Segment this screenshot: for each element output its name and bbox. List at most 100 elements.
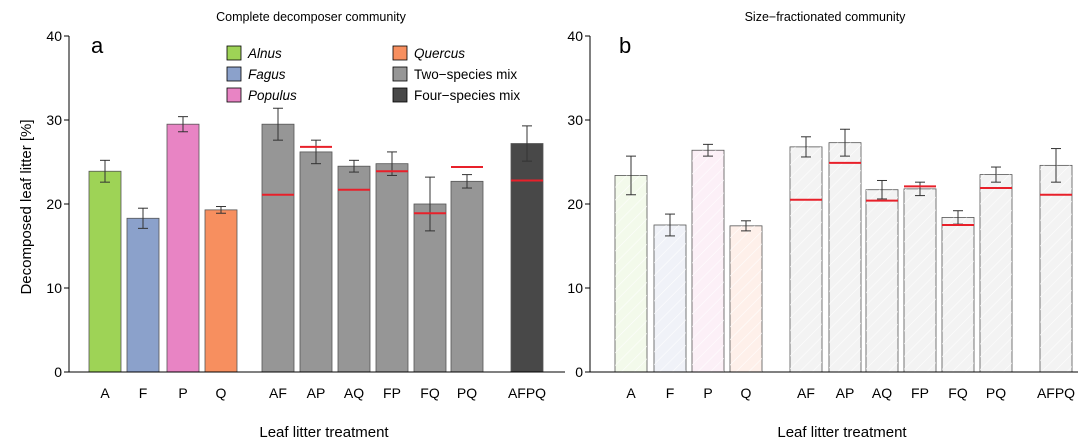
panel-b-error-bars bbox=[626, 128, 1061, 237]
category-label-a: A bbox=[626, 385, 636, 401]
legend-swatch-populus bbox=[226, 87, 242, 103]
error-bar-afpq bbox=[522, 125, 532, 162]
panel-a-letter: a bbox=[91, 33, 104, 58]
error-bar-pq bbox=[462, 174, 472, 189]
panel-b-expected-lines bbox=[790, 161, 1072, 226]
bar-hatch-f bbox=[654, 225, 686, 372]
category-label-aq: AQ bbox=[344, 385, 364, 401]
category-label-p: P bbox=[703, 385, 712, 401]
panel-a-axes bbox=[68, 36, 565, 373]
y-tick-label: 30 bbox=[567, 112, 583, 128]
category-label-aq: AQ bbox=[872, 385, 892, 401]
bar-hatch-p bbox=[692, 150, 724, 372]
panel-a-title: Complete decomposer community bbox=[216, 10, 406, 24]
error-bar-q bbox=[741, 220, 751, 232]
error-bar-fq bbox=[425, 176, 435, 232]
bar-hatch-fq bbox=[942, 217, 974, 372]
legend-swatch-fagus bbox=[226, 66, 242, 82]
legend: Alnus Fagus Populus Quercus Two−species … bbox=[226, 45, 520, 103]
legend-swatch-alnus bbox=[226, 45, 242, 61]
legend-entry-two-species: Two−species mix bbox=[392, 66, 517, 82]
category-label-q: Q bbox=[216, 385, 227, 401]
category-label-f: F bbox=[139, 385, 148, 401]
y-tick-label: 20 bbox=[46, 196, 62, 212]
bar-hatch-a bbox=[615, 175, 647, 372]
legend-label-four-species: Four−species mix bbox=[414, 88, 520, 103]
bar-fq bbox=[413, 203, 447, 373]
panel-b-letter: b bbox=[619, 33, 631, 58]
bar-hatch-pq bbox=[980, 174, 1012, 372]
error-bar-q bbox=[216, 206, 226, 214]
legend-entry-alnus: Alnus bbox=[226, 45, 282, 61]
category-label-ap: AP bbox=[307, 385, 326, 401]
bar-hatch-aq bbox=[866, 189, 898, 372]
bar-q bbox=[204, 209, 238, 373]
panel-b-category-labels: A F P Q AF AP AQ FP FQ PQ AFPQ bbox=[626, 385, 1075, 401]
panel-a: Complete decomposer community a Decompos… bbox=[18, 10, 565, 441]
y-tick-label: 40 bbox=[567, 28, 583, 44]
bar-p bbox=[166, 123, 200, 373]
y-tick-label: 30 bbox=[46, 112, 62, 128]
y-tick-label: 40 bbox=[46, 28, 62, 44]
y-tick-label: 0 bbox=[54, 364, 62, 380]
category-label-ap: AP bbox=[836, 385, 855, 401]
legend-label-fagus: Fagus bbox=[248, 67, 286, 82]
y-tick-label: 10 bbox=[567, 280, 583, 296]
panel-b-y-ticks: 0 10 20 30 40 bbox=[567, 28, 590, 380]
error-bar-f bbox=[665, 213, 675, 237]
y-tick-label: 0 bbox=[575, 364, 583, 380]
legend-entry-quercus: Quercus bbox=[392, 45, 465, 61]
error-bar-fp bbox=[915, 181, 925, 197]
legend-entry-populus: Populus bbox=[226, 87, 297, 103]
bar-aq bbox=[337, 165, 371, 373]
category-label-a: A bbox=[100, 385, 110, 401]
legend-swatch-two-species bbox=[392, 66, 408, 82]
error-bar-af bbox=[273, 107, 283, 141]
error-bar-p bbox=[178, 116, 188, 133]
category-label-afpq: AFPQ bbox=[1037, 385, 1075, 401]
panel-a-x-axis-label: Leaf litter treatment bbox=[259, 424, 389, 441]
bar-hatch-q bbox=[730, 225, 762, 372]
category-label-fp: FP bbox=[383, 385, 401, 401]
legend-entry-four-species: Four−species mix bbox=[392, 87, 520, 103]
panel-b-axes bbox=[589, 36, 1078, 373]
category-label-fp: FP bbox=[911, 385, 929, 401]
category-label-afpq: AFPQ bbox=[508, 385, 546, 401]
bar-hatch-afpq bbox=[1040, 165, 1072, 372]
y-tick-label: 10 bbox=[46, 280, 62, 296]
category-label-f: F bbox=[666, 385, 675, 401]
error-bar-af bbox=[801, 136, 811, 158]
error-bar-aq bbox=[877, 179, 887, 200]
bar-f bbox=[126, 217, 160, 373]
error-bar-f bbox=[138, 207, 148, 229]
y-tick-label: 20 bbox=[567, 196, 583, 212]
legend-label-alnus: Alnus bbox=[247, 46, 282, 61]
category-label-af: AF bbox=[797, 385, 815, 401]
bar-fp bbox=[375, 163, 409, 373]
category-label-pq: PQ bbox=[457, 385, 477, 401]
bar-pq bbox=[450, 180, 484, 373]
panel-a-bars bbox=[88, 123, 544, 373]
panel-a-category-labels: A F P Q AF AP AQ FP FQ PQ AFPQ bbox=[100, 385, 546, 401]
bar-afpq bbox=[510, 143, 544, 373]
panel-b: Size−fractionated community b Leaf litte… bbox=[567, 10, 1078, 441]
error-bar-afpq bbox=[1051, 148, 1061, 183]
category-label-af: AF bbox=[269, 385, 287, 401]
bar-ap bbox=[299, 151, 333, 373]
legend-label-populus: Populus bbox=[248, 88, 297, 103]
panel-b-bars bbox=[614, 142, 1073, 373]
panel-b-title: Size−fractionated community bbox=[745, 10, 907, 24]
category-label-fq: FQ bbox=[948, 385, 968, 401]
legend-swatch-four-species bbox=[392, 87, 408, 103]
error-bar-ap bbox=[311, 139, 321, 165]
panel-a-expected-lines bbox=[262, 145, 543, 215]
error-bar-aq bbox=[349, 159, 359, 173]
category-label-p: P bbox=[178, 385, 187, 401]
category-label-fq: FQ bbox=[420, 385, 440, 401]
error-bar-p bbox=[703, 143, 713, 157]
category-label-pq: PQ bbox=[986, 385, 1006, 401]
legend-swatch-quercus bbox=[392, 45, 408, 61]
error-bar-a bbox=[626, 155, 636, 196]
panel-a-y-ticks: 0 10 20 30 40 bbox=[46, 28, 69, 380]
